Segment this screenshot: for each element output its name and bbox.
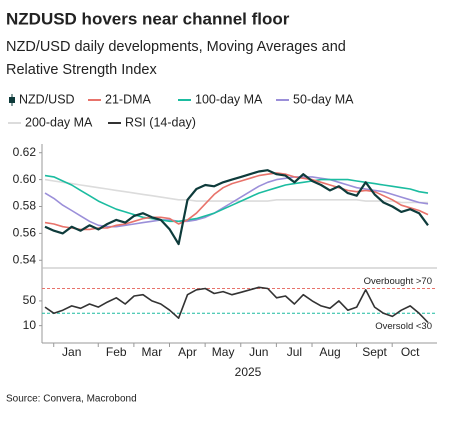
series-line [44,178,428,204]
threshold-label: Overbought >70 [364,276,432,287]
legend-label: 200-day MA [25,115,93,129]
x-tick-label: Feb [106,345,127,359]
x-tick-label: May [212,345,235,359]
series-line [44,174,429,223]
y-tick-label: 0.60 [13,172,37,186]
series-line [44,176,429,228]
x-tick-label: Mar [142,345,163,359]
x-tick-label: Jun [249,345,268,359]
x-tick-label: Apr [178,345,197,359]
x-tick-label: Sept [362,345,387,359]
legend-label: 100-day MA [195,92,263,106]
series-line [44,172,429,231]
y-tick-label: 50 [23,293,37,307]
source-note: Source: Convera, Macrobond [6,394,137,405]
threshold-label: Oversold <30 [375,321,432,332]
x-tick-label: Jul [287,345,302,359]
x-tick-label: Jan [62,345,81,359]
y-tick-label: 0.62 [13,145,37,159]
legend-label: 50-day MA [293,92,354,106]
chart-title: NZDUSD hovers near channel floor [6,9,290,28]
y-tick-label: 0.58 [13,199,37,213]
y-tick-label: 0.56 [13,226,37,240]
legend-label: 21-DMA [105,92,152,106]
series-line [44,286,429,324]
legend-label: RSI (14-day) [125,115,196,129]
chart-subtitle-line: NZD/USD daily developments, Moving Avera… [6,39,346,55]
y-tick-label: 10 [23,318,37,332]
series-line [44,169,429,246]
legend-swatch [9,97,15,103]
x-tick-label: Oct [401,345,420,359]
y-tick-label: 0.54 [13,252,37,266]
x-axis-title: 2025 [235,365,262,379]
chart-subtitle-line: Relative Strength Index [6,62,157,78]
legend-label: NZD/USD [19,92,75,106]
legend: NZD/USD 21-DMA 100-day MA 50-day MA 200-day … [8,92,354,129]
x-tick-label: Aug [319,345,340,359]
